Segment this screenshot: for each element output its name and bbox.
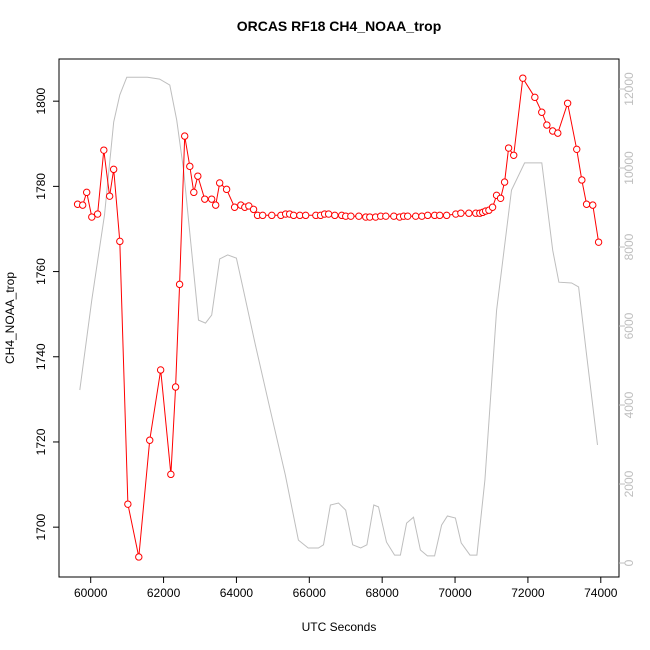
y2-tick-label: 4000: [622, 391, 636, 418]
data-point: [109, 165, 118, 174]
data-point: [146, 436, 154, 444]
data-point: [424, 211, 432, 220]
data-point: [230, 203, 239, 211]
data-point: [519, 74, 527, 82]
data-point: [78, 201, 87, 209]
data-point: [594, 238, 603, 246]
data-point: [207, 195, 216, 203]
y-tick-label: 1720: [34, 428, 48, 455]
y-tick-label: 1780: [34, 173, 48, 200]
data-point: [100, 146, 108, 154]
data-point: [175, 280, 184, 289]
x-tick-label: 60000: [74, 586, 108, 600]
series-line: [79, 76, 598, 557]
data-point: [268, 211, 276, 220]
data-point: [156, 366, 165, 374]
data-point: [211, 201, 220, 209]
y-tick-label: 1700: [34, 513, 48, 540]
data-point: [135, 553, 143, 561]
x-axis-label: UTC Seconds: [302, 620, 377, 634]
y2-tick-label: 10000: [622, 151, 636, 185]
y2-tick-label: 2000: [622, 470, 636, 497]
data-point: [167, 470, 175, 479]
data-point: [171, 383, 180, 391]
data-point: [331, 211, 339, 220]
data-point: [578, 176, 586, 184]
plot-frame: [58, 58, 620, 578]
data-point: [249, 205, 258, 214]
data-point: [500, 178, 509, 186]
data-point: [258, 211, 267, 220]
data-point: [554, 129, 562, 137]
data-point: [116, 237, 124, 246]
data-point: [190, 188, 198, 197]
data-point: [124, 500, 132, 508]
x-tick-label: 72000: [511, 586, 545, 600]
data-point: [324, 210, 333, 218]
y2-tick-label: 8000: [622, 233, 636, 260]
data-point: [180, 132, 189, 140]
y-tick-label: 1800: [34, 88, 48, 115]
data-point: [465, 209, 473, 217]
y-axis-label: CH4_NOAA_trop: [3, 272, 17, 364]
data-point: [403, 212, 412, 220]
data-point: [88, 213, 96, 221]
data-point: [582, 200, 591, 208]
data-point: [382, 212, 390, 220]
data-point: [347, 212, 355, 220]
data-point: [201, 195, 209, 203]
data-point: [442, 211, 451, 220]
series-line: [77, 76, 600, 558]
data-point: [457, 209, 465, 217]
data-point: [496, 194, 505, 202]
data-point: [215, 179, 224, 187]
data-point: [301, 211, 310, 220]
y2-tick-label: 6000: [622, 312, 636, 339]
y-tick-label: 1760: [34, 258, 48, 285]
x-tick-label: 62000: [147, 586, 181, 600]
y2-tick-label: 0: [622, 559, 636, 566]
data-point: [573, 145, 581, 154]
data-point: [504, 144, 513, 152]
data-point: [105, 192, 114, 200]
data-point: [510, 151, 518, 159]
data-point: [531, 93, 539, 102]
y-tick-label: 1740: [34, 343, 48, 370]
chart-title: ORCAS RF18 CH4_NOAA_trop: [237, 18, 442, 34]
data-point: [355, 212, 363, 220]
x-tick-label: 66000: [293, 586, 327, 600]
data-point: [543, 121, 551, 129]
data-point: [82, 188, 91, 197]
y2-tick-label: 12000: [622, 72, 636, 106]
x-tick-label: 64000: [220, 586, 254, 600]
data-point: [222, 185, 231, 194]
x-tick-label: 74000: [584, 586, 618, 600]
data-point: [186, 162, 194, 171]
data-point: [411, 212, 420, 220]
data-point: [93, 210, 102, 218]
data-point: [488, 203, 497, 211]
data-point: [538, 108, 546, 116]
x-tick-label: 68000: [365, 586, 399, 600]
data-point: [289, 211, 298, 220]
x-tick-label: 70000: [438, 586, 472, 600]
data-point: [589, 201, 597, 209]
data-point: [436, 211, 444, 220]
data-point: [194, 172, 202, 180]
data-point: [563, 99, 572, 108]
